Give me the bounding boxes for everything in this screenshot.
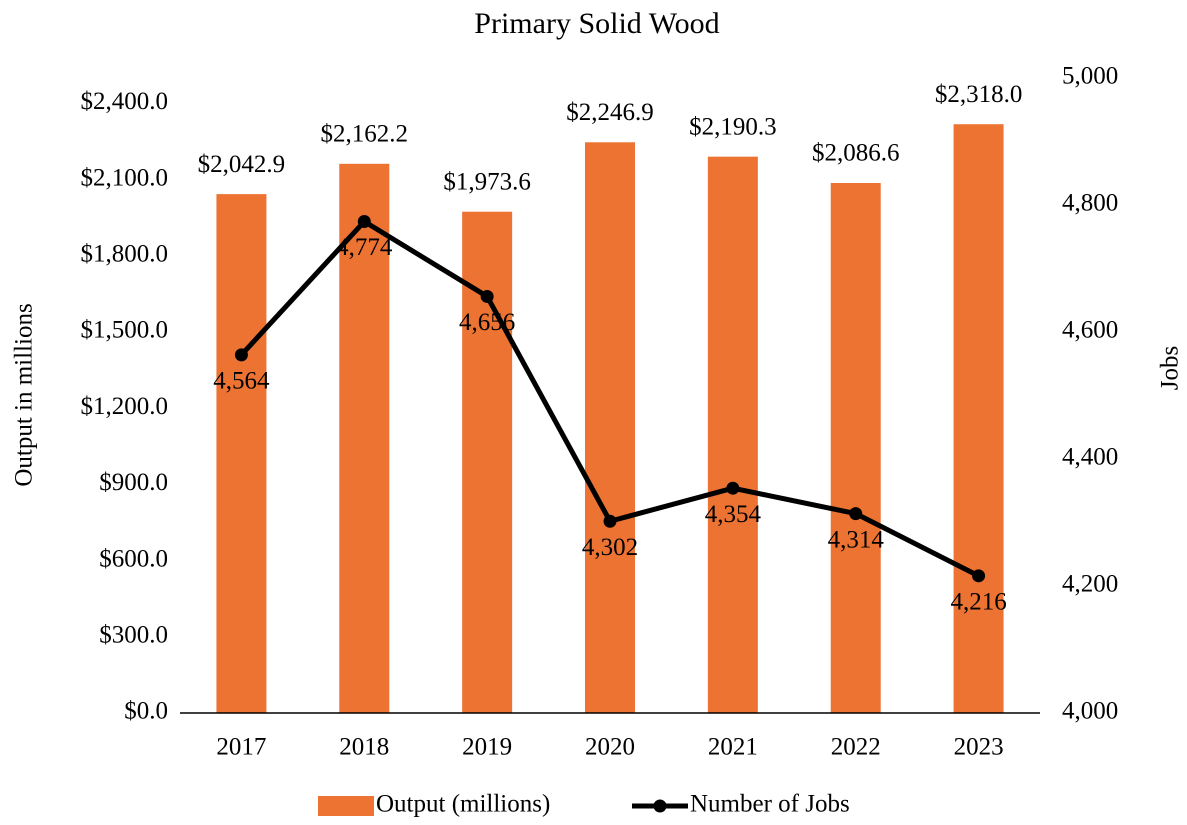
- line-point: [603, 514, 617, 528]
- legend-swatch: [318, 796, 374, 816]
- line-value-label: 4,774: [336, 234, 393, 261]
- bar-value-label: $2,162.2: [321, 121, 409, 148]
- line-value-label: 4,354: [705, 501, 762, 528]
- y-tick-label: $1,800.0: [81, 241, 169, 268]
- line-point: [234, 348, 248, 362]
- y-tick-label: $0.0: [124, 698, 168, 725]
- line-value-label: 4,302: [582, 534, 638, 561]
- y-tick-label: $2,100.0: [81, 164, 169, 191]
- chart-title: Primary Solid Wood: [474, 7, 719, 40]
- bar: [339, 163, 390, 713]
- line-point: [849, 507, 863, 521]
- line-point: [357, 215, 371, 229]
- legend-swatch-point: [653, 799, 667, 813]
- line-value-label: 4,314: [828, 526, 885, 553]
- bar: [953, 124, 1004, 713]
- bar: [216, 194, 267, 713]
- line-point: [726, 481, 740, 495]
- y-tick-label: $600.0: [99, 545, 168, 572]
- line-point: [480, 289, 494, 303]
- y2-tick-label: 5,000: [1062, 63, 1118, 90]
- y2-tick-label: 4,800: [1062, 190, 1118, 217]
- bar: [585, 142, 635, 713]
- y-tick-label: $900.0: [99, 469, 168, 496]
- bar-value-label: $2,190.3: [689, 113, 777, 140]
- bar: [830, 183, 881, 713]
- bar-value-label: $1,973.6: [443, 168, 531, 195]
- y-tick-label: $1,200.0: [81, 393, 169, 420]
- x-tick-label: 2019: [462, 734, 512, 761]
- y-tick-label: $300.0: [99, 622, 168, 649]
- y2-tick-label: 4,200: [1062, 571, 1118, 598]
- y-axis-title: Output in millions: [11, 303, 38, 486]
- bar-value-label: $2,318.0: [935, 81, 1023, 108]
- y2-tick-label: 4,400: [1062, 444, 1118, 471]
- y2-tick-label: 4,000: [1062, 698, 1118, 725]
- y-tick-label: $1,500.0: [81, 317, 169, 344]
- legend-label: Number of Jobs: [690, 791, 850, 818]
- x-tick-label: 2021: [708, 734, 758, 761]
- x-tick-label: 2018: [339, 734, 389, 761]
- bar-value-label: $2,246.9: [566, 99, 654, 126]
- y2-axis-title: Jobs: [1157, 346, 1184, 390]
- x-tick-label: 2022: [831, 734, 881, 761]
- y2-tick-label: 4,600: [1062, 317, 1118, 344]
- x-tick-label: 2023: [954, 734, 1004, 761]
- line-value-label: 4,564: [213, 368, 270, 395]
- line-value-label: 4,216: [950, 589, 1006, 616]
- legend-label: Output (millions): [376, 791, 550, 818]
- x-tick-label: 2017: [216, 734, 266, 761]
- bar-value-label: $2,042.9: [198, 151, 286, 178]
- line-point: [972, 569, 986, 583]
- x-tick-label: 2020: [585, 734, 635, 761]
- bar-value-label: $2,086.6: [812, 140, 900, 167]
- line-value-label: 4,656: [459, 309, 515, 336]
- bar: [707, 156, 758, 713]
- y-tick-label: $2,400.0: [81, 88, 169, 115]
